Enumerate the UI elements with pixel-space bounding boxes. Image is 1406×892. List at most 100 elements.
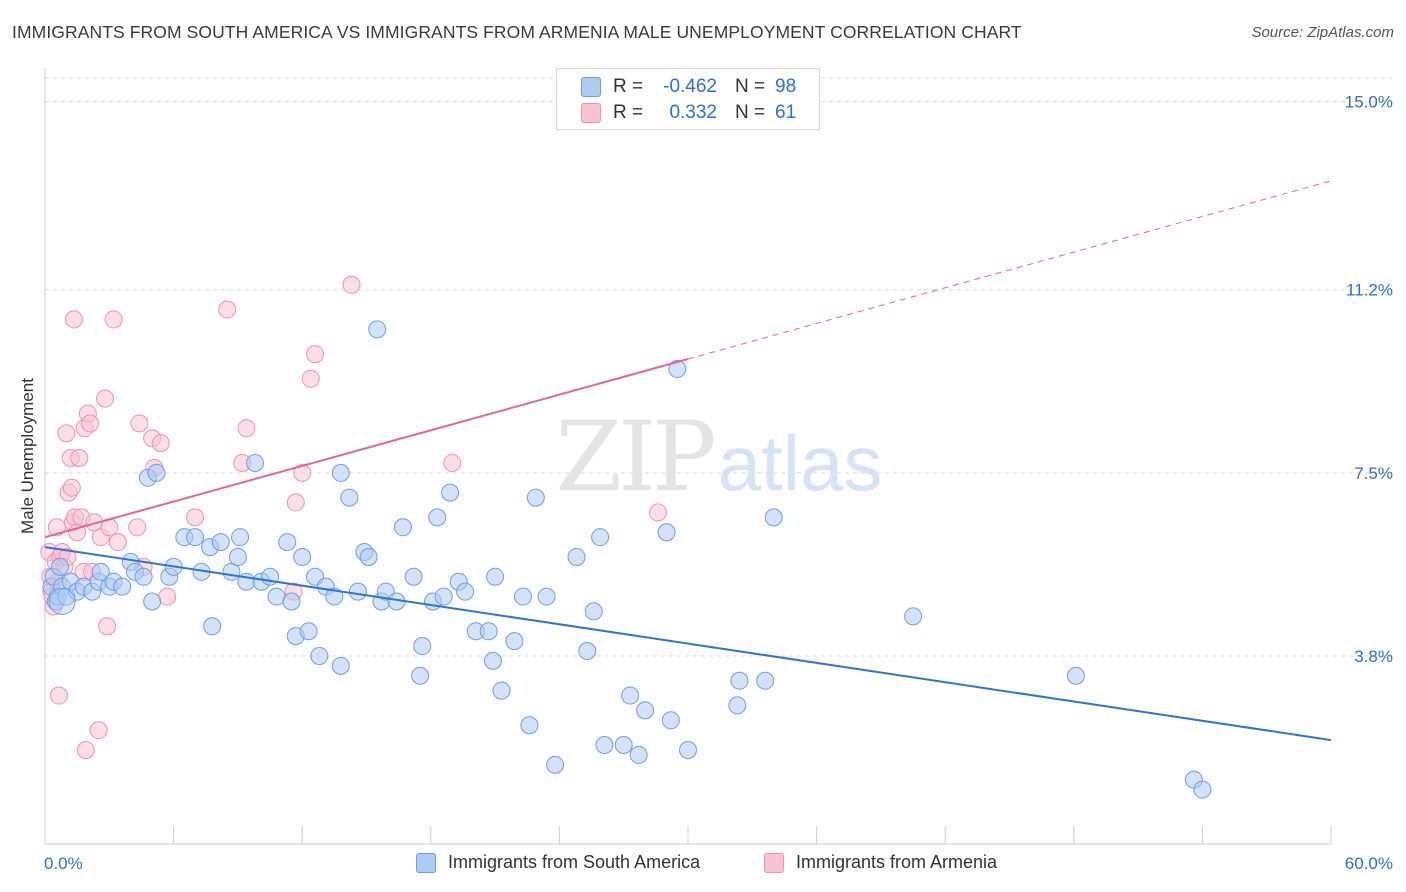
point-south-america xyxy=(91,562,110,581)
point-south-america xyxy=(203,617,222,636)
point-south-america xyxy=(764,508,783,527)
point-armenia xyxy=(89,721,108,740)
legend-n-label: N = xyxy=(735,76,766,97)
watermark-zip: ZIP xyxy=(555,401,714,513)
bottom-legend-south-america: Immigrants from South America xyxy=(416,852,700,873)
point-south-america xyxy=(393,518,412,537)
point-south-america xyxy=(730,671,749,690)
y-tick-label: 3.8% xyxy=(1354,647,1393,666)
point-south-america xyxy=(679,740,697,759)
bottom-legend-swatch-blue xyxy=(416,852,436,873)
grid-layer xyxy=(45,77,1392,657)
series-armenia-points xyxy=(40,275,667,759)
point-south-america xyxy=(1193,780,1212,799)
point-armenia xyxy=(57,424,76,443)
legend-r-value: 0.332 xyxy=(669,102,717,123)
series-south-america-points xyxy=(42,320,1212,799)
point-south-america xyxy=(728,696,747,715)
point-south-america xyxy=(411,666,430,685)
point-south-america xyxy=(368,320,387,339)
point-armenia xyxy=(64,310,83,329)
point-armenia xyxy=(96,389,115,408)
legend-swatch-blue xyxy=(581,77,601,97)
legend-r-value: -0.462 xyxy=(663,76,717,97)
legend-n-label: N = xyxy=(735,102,766,123)
point-south-america xyxy=(441,483,460,502)
point-south-america xyxy=(546,755,565,774)
point-south-america xyxy=(668,359,687,378)
source-label: Source: ZipAtlas.com xyxy=(1251,24,1394,41)
point-south-america xyxy=(331,656,350,675)
trend-line-armenia xyxy=(44,358,689,539)
point-armenia xyxy=(443,453,462,472)
point-south-america xyxy=(621,686,640,705)
point-armenia xyxy=(98,617,117,636)
point-armenia xyxy=(49,686,68,705)
point-armenia xyxy=(186,508,205,527)
point-south-america xyxy=(520,716,539,735)
legend-r-label: R = xyxy=(613,76,644,97)
point-south-america xyxy=(492,681,511,700)
legend-n-value: 98 xyxy=(775,76,797,97)
point-south-america xyxy=(325,587,344,606)
y-tick-label: 11.2% xyxy=(1346,281,1393,300)
legend-row-armenia: R = 0.332 N = 61 xyxy=(581,101,796,125)
watermark-atlas: atlas xyxy=(718,419,883,507)
y-axis-label: Male Unemployment xyxy=(18,378,37,534)
point-south-america xyxy=(657,523,676,542)
point-armenia xyxy=(128,518,147,537)
point-south-america xyxy=(428,508,447,527)
point-south-america xyxy=(267,587,286,606)
point-south-america xyxy=(513,587,532,606)
x-tick-label-max: 60.0% xyxy=(1345,854,1393,873)
point-armenia xyxy=(286,493,305,512)
point-south-america xyxy=(904,607,923,626)
point-south-america xyxy=(299,622,318,641)
chart-title: IMMIGRANTS FROM SOUTH AMERICA VS IMMIGRA… xyxy=(12,22,1022,42)
point-south-america xyxy=(595,736,614,755)
point-south-america xyxy=(456,582,475,601)
legend-r-label: R = xyxy=(613,102,644,123)
point-south-america xyxy=(359,547,378,566)
bottom-legend-label-armenia: Immigrants from Armenia xyxy=(796,852,998,872)
point-south-america xyxy=(756,671,775,690)
point-south-america xyxy=(505,632,524,651)
bottom-legend-swatch-pink xyxy=(764,852,784,873)
point-armenia xyxy=(130,414,149,433)
point-south-america xyxy=(479,622,498,641)
point-armenia xyxy=(108,533,127,552)
legend-n-value: 61 xyxy=(775,102,797,123)
point-armenia xyxy=(81,414,100,433)
point-south-america xyxy=(578,642,597,660)
point-south-america xyxy=(278,533,297,552)
point-armenia xyxy=(293,463,312,482)
point-south-america xyxy=(231,528,250,547)
point-south-america xyxy=(113,577,132,596)
point-armenia xyxy=(158,587,177,606)
point-armenia xyxy=(218,300,237,319)
point-south-america xyxy=(629,745,648,764)
point-south-america xyxy=(331,463,350,482)
point-south-america xyxy=(186,528,205,547)
point-south-america xyxy=(147,463,166,482)
point-armenia xyxy=(237,419,256,438)
point-south-america xyxy=(310,646,329,665)
trend-layer xyxy=(44,180,1332,742)
point-south-america xyxy=(636,701,655,720)
point-south-america xyxy=(134,567,153,586)
x-tick-label-min: 0.0% xyxy=(44,854,83,873)
point-armenia xyxy=(151,434,170,453)
legend-row-south-america: R = -0.462 N = 98 xyxy=(581,75,796,99)
trend-line-south-america xyxy=(44,546,1332,742)
point-south-america xyxy=(591,528,610,547)
point-south-america xyxy=(211,533,230,552)
trend-line-armenia-extension xyxy=(687,180,1332,360)
point-south-america xyxy=(404,567,423,586)
point-south-america xyxy=(486,567,505,586)
point-south-america xyxy=(51,557,70,576)
tick-labels: 3.8% 7.5% 11.2% 15.0% 0.0% 60.0% xyxy=(44,93,1393,873)
point-south-america xyxy=(293,547,312,566)
bottom-legend-label-south-america: Immigrants from South America xyxy=(448,852,701,872)
point-armenia xyxy=(70,449,89,467)
